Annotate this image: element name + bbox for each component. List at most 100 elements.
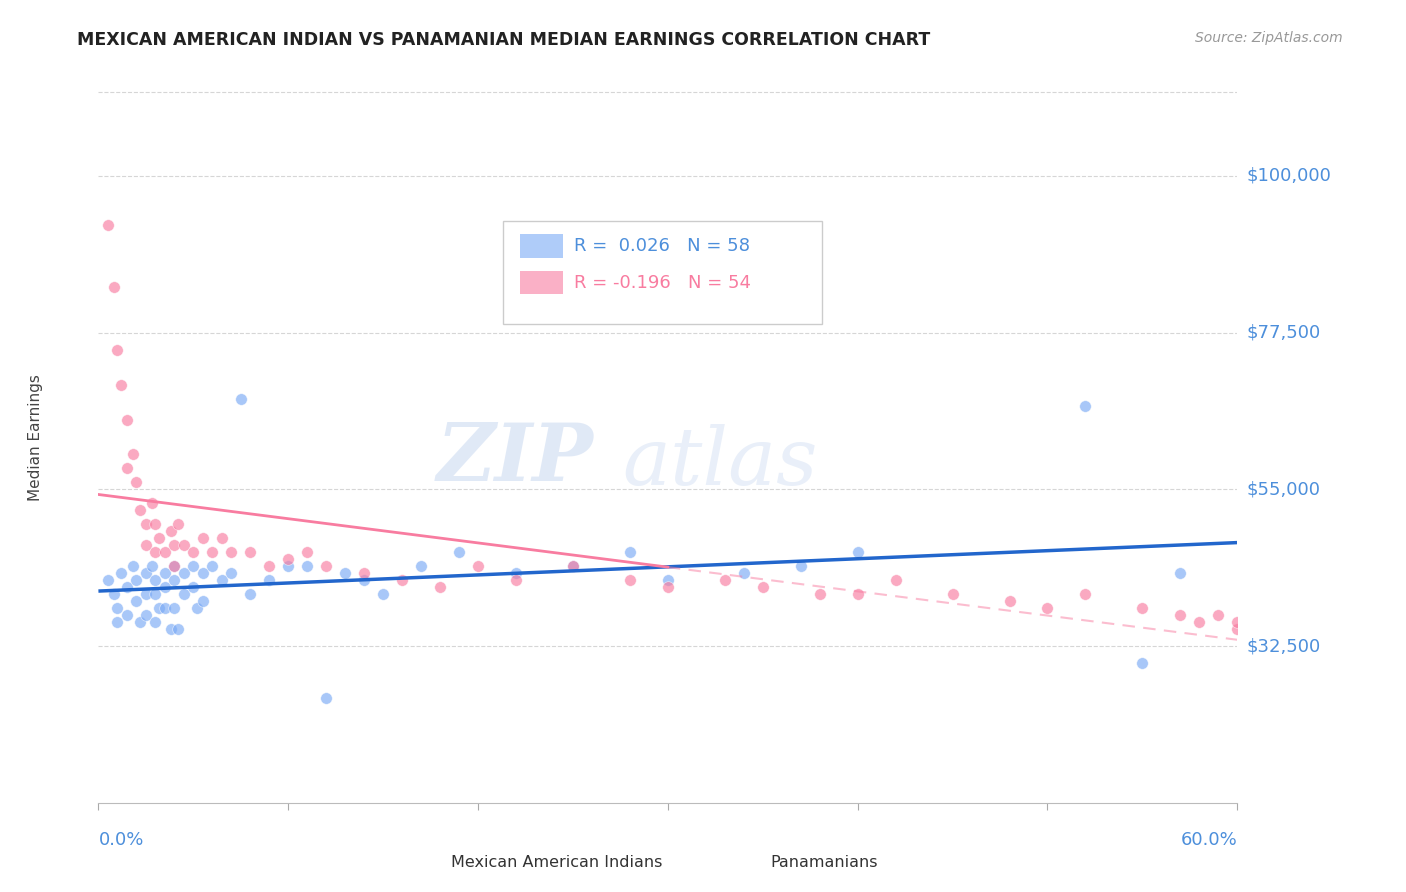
Point [153, 545, 176, 559]
Point [221, 545, 243, 559]
Point [107, 615, 129, 629]
Point [1188, 615, 1211, 629]
Point [183, 558, 205, 573]
Point [159, 622, 181, 636]
Point [1226, 615, 1249, 629]
Point [657, 580, 679, 594]
Point [103, 587, 125, 601]
FancyBboxPatch shape [737, 855, 761, 871]
Point [808, 587, 831, 601]
Point [239, 545, 262, 559]
Point [153, 600, 176, 615]
Point [619, 573, 641, 587]
Point [129, 615, 152, 629]
Point [97, 573, 120, 587]
Point [733, 566, 755, 580]
Text: Source: ZipAtlas.com: Source: ZipAtlas.com [1195, 31, 1343, 45]
Text: $32,500: $32,500 [1247, 637, 1322, 655]
Point [110, 377, 132, 392]
Point [97, 218, 120, 232]
Point [467, 558, 489, 573]
Point [371, 587, 394, 601]
Text: 0.0%: 0.0% [98, 830, 143, 848]
Point [411, 558, 433, 573]
Point [103, 280, 125, 294]
Text: atlas: atlas [623, 424, 818, 501]
Point [1170, 566, 1192, 580]
Point [163, 600, 186, 615]
Point [752, 580, 775, 594]
Point [429, 580, 451, 594]
Point [1226, 622, 1249, 636]
Point [201, 545, 224, 559]
FancyBboxPatch shape [520, 271, 562, 294]
Point [191, 566, 214, 580]
Point [315, 691, 337, 706]
Point [714, 573, 737, 587]
Text: R = -0.196   N = 54: R = -0.196 N = 54 [575, 274, 751, 292]
Point [163, 573, 186, 587]
Point [942, 587, 965, 601]
Point [129, 503, 152, 517]
Point [115, 412, 138, 426]
Point [998, 594, 1021, 608]
Point [107, 343, 129, 357]
Point [191, 594, 214, 608]
Point [145, 573, 167, 587]
Point [141, 496, 163, 510]
Point [173, 587, 195, 601]
Text: Panamanians: Panamanians [770, 855, 877, 870]
Point [173, 566, 195, 580]
Point [163, 538, 186, 552]
Point [163, 558, 186, 573]
Point [1074, 587, 1097, 601]
Point [1132, 657, 1154, 671]
Point [1170, 607, 1192, 622]
Point [335, 566, 357, 580]
Point [153, 580, 176, 594]
Point [353, 566, 375, 580]
Point [135, 538, 157, 552]
Text: ZIP: ZIP [437, 420, 593, 498]
Point [391, 573, 413, 587]
Point [125, 475, 148, 490]
Point [884, 573, 907, 587]
Point [259, 573, 281, 587]
Text: R =  0.026   N = 58: R = 0.026 N = 58 [575, 237, 751, 255]
Point [121, 448, 143, 462]
Point [163, 558, 186, 573]
Point [153, 566, 176, 580]
Point [191, 531, 214, 545]
Point [221, 566, 243, 580]
Point [619, 545, 641, 559]
Point [277, 552, 299, 566]
Point [107, 600, 129, 615]
Point [1132, 600, 1154, 615]
Point [211, 573, 233, 587]
Point [297, 558, 319, 573]
Point [145, 587, 167, 601]
Point [277, 558, 299, 573]
Point [167, 517, 190, 532]
FancyBboxPatch shape [418, 855, 443, 871]
Point [148, 531, 170, 545]
Point [121, 558, 143, 573]
Point [239, 587, 262, 601]
Point [1208, 607, 1230, 622]
Point [173, 538, 195, 552]
Point [562, 558, 585, 573]
Point [657, 573, 679, 587]
Point [562, 558, 585, 573]
Point [211, 531, 233, 545]
Point [846, 545, 869, 559]
Text: Median Earnings: Median Earnings [28, 374, 44, 500]
FancyBboxPatch shape [503, 221, 821, 324]
Point [201, 558, 224, 573]
Text: $77,500: $77,500 [1247, 324, 1322, 342]
Point [125, 573, 148, 587]
Point [505, 573, 527, 587]
Point [167, 622, 190, 636]
Text: Mexican American Indians: Mexican American Indians [451, 855, 662, 870]
Point [145, 615, 167, 629]
Point [790, 558, 813, 573]
